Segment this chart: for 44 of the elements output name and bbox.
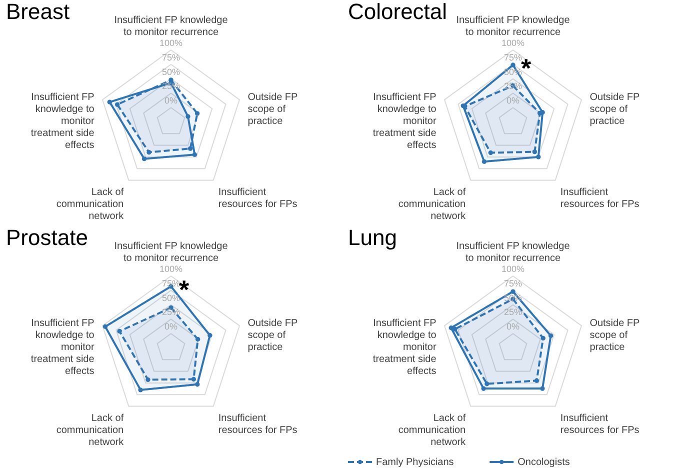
spoke-label: Outside FP scope of practice (248, 318, 298, 354)
spoke-label: Insufficient FP knowledge to monitor recurrence (114, 14, 228, 38)
y-tick-label: 75% (162, 52, 180, 62)
spoke-label: Insufficient resources for FPs (218, 413, 298, 436)
chart-title: Lung (348, 225, 397, 250)
spoke-label: Insufficient resources for FPs (560, 187, 640, 210)
spoke-label: Insufficient FP knowledge to monitor treatment side effects (372, 92, 437, 152)
y-tick-label: 0% (506, 322, 520, 332)
spoke-label: Insufficient FP knowledge to monitor treatment side effects (372, 318, 437, 378)
y-tick-label: 75% (162, 278, 180, 288)
y-tick-label: 100% (159, 38, 183, 48)
legend-label: Oncologists (518, 457, 570, 468)
y-tick-label: 0% (164, 96, 178, 106)
spoke-label: Lack of communication network (398, 187, 467, 222)
chart-title: Colorectal (348, 0, 448, 24)
chart-title: Prostate (6, 225, 88, 250)
spoke-label: Insufficient FP knowledge to monitor recurrence (114, 240, 228, 264)
y-tick-label: 50% (162, 66, 180, 77)
spoke-label: Outside FP scope of practice (590, 318, 640, 354)
text: * (179, 274, 190, 304)
y-tick-label: 0% (164, 322, 178, 332)
y-tick-label: 75% (504, 52, 522, 62)
y-tick-label: 50% (162, 292, 180, 303)
y-tick-label: 25% (162, 307, 180, 318)
y-tick-label: 75% (504, 278, 522, 288)
y-tick-label: 0% (506, 96, 520, 106)
spoke-label: Lack of communication network (398, 413, 467, 448)
spoke-label: Lack of communication network (56, 413, 125, 448)
legend-label: Famly Physicians (376, 457, 454, 468)
y-tick-label: 25% (504, 307, 522, 318)
spoke-label: Outside FP scope of practice (590, 92, 640, 128)
spoke-label: Insufficient FP knowledge to monitor recurrence (456, 240, 570, 264)
spoke-label: Lack of communication network (56, 187, 125, 222)
spoke-label: Outside FP scope of practice (248, 92, 298, 128)
chart-title: Breast (6, 0, 70, 24)
text: * (521, 52, 532, 83)
spoke-label: Insufficient FP knowledge to monitor treatment side effects (30, 92, 95, 152)
y-tick-label: 100% (159, 264, 183, 274)
y-tick-label: 100% (501, 264, 525, 274)
y-tick-label: 100% (501, 38, 525, 48)
spoke-label: Insufficient FP knowledge to monitor recurrence (456, 14, 570, 38)
spoke-label: Insufficient resources for FPs (218, 187, 298, 210)
spoke-label: Insufficient FP knowledge to monitor treatment side effects (30, 318, 95, 378)
spoke-label: Insufficient resources for FPs (560, 413, 640, 436)
